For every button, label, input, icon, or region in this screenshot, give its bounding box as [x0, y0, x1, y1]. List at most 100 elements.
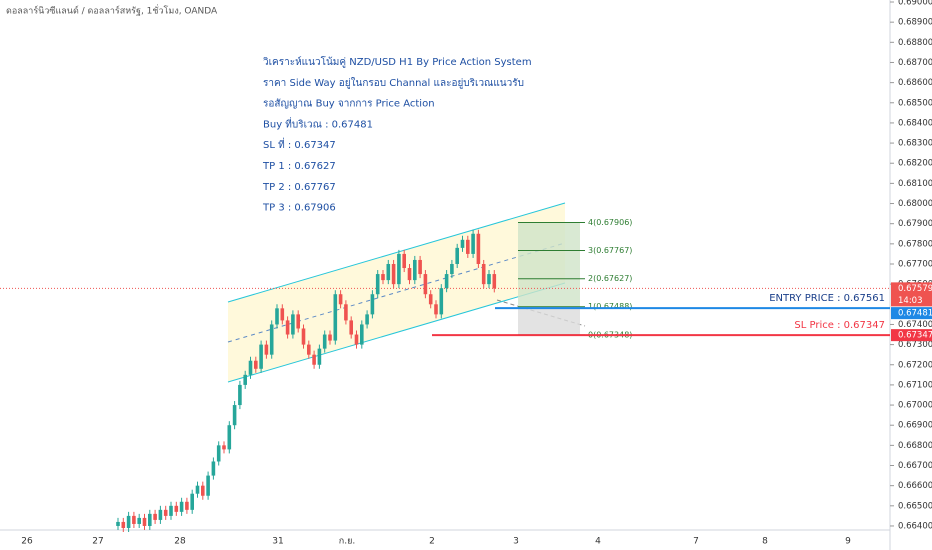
- y-tick-label: 0.68200: [898, 159, 932, 169]
- y-tick-label: 0.69000: [898, 0, 932, 8]
- y-tick-label: 0.67700: [898, 259, 932, 269]
- candle-body: [354, 334, 359, 345]
- y-tick-label: 0.67000: [898, 401, 932, 411]
- x-tick-label: 8: [762, 537, 768, 547]
- current-price-label: 0.67579: [898, 284, 932, 294]
- candle-body: [169, 505, 173, 516]
- y-tick-label: 0.68900: [898, 18, 932, 28]
- fib-label: 1(0.67488): [588, 302, 632, 311]
- channel-fill: [228, 203, 565, 382]
- candle-body: [238, 384, 242, 406]
- candle-body: [360, 324, 364, 345]
- fib-profit-zone: [518, 222, 580, 307]
- candle-body: [450, 263, 454, 275]
- x-tick-label: 28: [174, 537, 186, 547]
- channel-upper: [227, 202, 566, 303]
- candle-body: [259, 344, 263, 369]
- countdown: 14:03: [898, 296, 923, 306]
- candle-body: [211, 461, 216, 476]
- y-tick-label: 0.66600: [898, 481, 932, 491]
- candle-body: [121, 521, 126, 528]
- candle-body: [391, 263, 396, 285]
- y-tick-label: 0.68700: [898, 58, 932, 68]
- candle-body: [439, 288, 444, 315]
- y-tick-label: 0.66900: [898, 421, 932, 431]
- candle-body: [296, 314, 300, 329]
- candle-body: [386, 263, 391, 281]
- candle-body: [370, 294, 375, 315]
- annotation: TP 3 : 0.67906: [262, 203, 336, 214]
- y-tick-label: 0.66400: [898, 521, 932, 531]
- candle-body: [126, 515, 131, 528]
- candle-body: [375, 274, 380, 295]
- candle-body: [381, 274, 385, 281]
- stop-tag-label: 0.67347: [898, 331, 932, 341]
- x-tick-label: 31: [272, 537, 283, 547]
- candle-body: [232, 405, 237, 426]
- x-tick-label: 7: [693, 537, 699, 547]
- candle-body: [269, 324, 274, 355]
- candle-body: [137, 517, 141, 524]
- candle-body: [444, 274, 449, 289]
- candle-body: [227, 425, 232, 450]
- annotation: SL ที่ : 0.67347: [263, 137, 336, 151]
- chart-title: ดอลลาร์นิวซีแลนด์ / ดอลลาร์สหรัฐ, 1ชั่วโ…: [6, 4, 218, 17]
- y-tick-label: 0.68400: [898, 118, 932, 128]
- annotation: วิเคราะห์แนวโน้มคู่ NZD/USD H1 By Price …: [263, 55, 532, 68]
- channel-mid: [227, 242, 566, 343]
- y-tick-label: 0.66800: [898, 441, 932, 451]
- fib-label: 4(0.67906): [588, 218, 632, 227]
- candle-body: [328, 334, 332, 341]
- annotation: TP 1 : 0.67627: [262, 161, 336, 172]
- candle-body: [312, 354, 316, 365]
- current-price-tag: [891, 282, 932, 307]
- candle-body: [190, 493, 194, 510]
- candle-body: [407, 268, 412, 281]
- candle-body: [307, 344, 311, 355]
- x-tick-label: 27: [92, 537, 103, 547]
- candle-body: [275, 308, 279, 325]
- candle-body: [487, 274, 491, 285]
- candle-body: [216, 445, 221, 462]
- candle-body: [248, 360, 253, 375]
- candle-body: [158, 509, 163, 520]
- candle-body: [301, 328, 306, 345]
- candle-body: [153, 513, 157, 520]
- candle-body: [195, 485, 200, 494]
- candle-body: [291, 314, 295, 335]
- x-tick-label: 3: [513, 537, 519, 547]
- candle-body: [285, 320, 290, 335]
- candle-body: [402, 253, 406, 269]
- y-tick-label: 0.66700: [898, 461, 932, 471]
- candle-body: [413, 259, 417, 281]
- y-tick-label: 0.66500: [898, 501, 932, 511]
- candle-body: [349, 320, 353, 335]
- candle-body: [322, 334, 327, 349]
- candle-body: [466, 239, 470, 254]
- candle-body: [338, 294, 343, 305]
- candle-body: [397, 253, 401, 285]
- candle-body: [206, 475, 210, 496]
- candle-body: [317, 348, 322, 365]
- y-tick-label: 0.67300: [898, 340, 932, 350]
- fib-label: 3(0.67767): [588, 246, 632, 255]
- y-tick-label: 0.68100: [898, 179, 932, 189]
- candle-body: [460, 239, 465, 248]
- candle-body: [344, 304, 348, 321]
- y-tick-label: 0.68500: [898, 98, 932, 108]
- candle-body: [418, 259, 422, 275]
- x-tick-label: ก.ย.: [339, 537, 355, 547]
- x-tick-label: 9: [845, 537, 851, 547]
- candle-body: [476, 233, 481, 264]
- candle-body: [132, 515, 136, 524]
- candle-body: [148, 513, 152, 526]
- candle-body: [222, 445, 226, 450]
- fib-risk-zone: [518, 306, 580, 335]
- candle-body: [185, 501, 189, 510]
- candle-body: [455, 247, 459, 264]
- candle-body: [264, 344, 269, 355]
- y-tick-label: 0.67800: [898, 239, 932, 249]
- stop-label: SL Price : 0.67347: [794, 320, 885, 331]
- stop-tag: [891, 329, 932, 342]
- entry-tag: [891, 307, 932, 320]
